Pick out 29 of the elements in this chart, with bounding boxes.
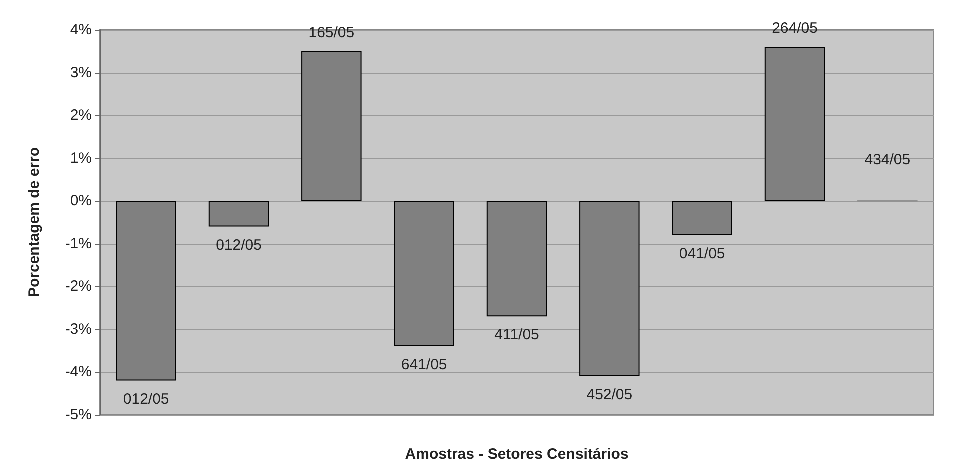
y-tick-label: 2%	[70, 107, 92, 124]
x-tick-label: 012/05	[123, 390, 170, 408]
bar	[208, 201, 270, 227]
y-tick-label: -5%	[65, 406, 92, 424]
y-tick-label: 0%	[70, 192, 92, 210]
bar	[486, 201, 548, 317]
bar	[764, 47, 826, 202]
bar	[116, 201, 176, 381]
bar	[580, 201, 640, 376]
y-tick-label: -1%	[65, 235, 92, 252]
y-axis-title: Porcentagem de erro	[26, 147, 43, 298]
x-tick-label: 452/05	[586, 386, 633, 404]
y-tick-label: -2%	[65, 278, 92, 296]
y-tick-label: 4%	[70, 22, 92, 38]
x-tick-label: 165/05	[308, 24, 355, 42]
y-tick-label: -4%	[65, 364, 92, 381]
x-tick-label: 641/05	[401, 356, 448, 374]
x-tick-label: 012/05	[216, 236, 262, 254]
x-tick-label: 434/05	[864, 152, 911, 169]
bar	[672, 201, 732, 236]
y-tick-label: 3%	[70, 64, 92, 82]
x-tick-label: 264/05	[772, 20, 818, 38]
x-tick-label: 041/05	[679, 245, 726, 262]
bar	[394, 201, 454, 347]
bar	[302, 51, 362, 202]
y-tick-label: -3%	[65, 320, 92, 338]
x-tick-label: 411/05	[494, 326, 540, 344]
y-tick-label: 1%	[70, 150, 92, 167]
x-axis-title: Amostras - Setores Censitários	[405, 446, 629, 463]
